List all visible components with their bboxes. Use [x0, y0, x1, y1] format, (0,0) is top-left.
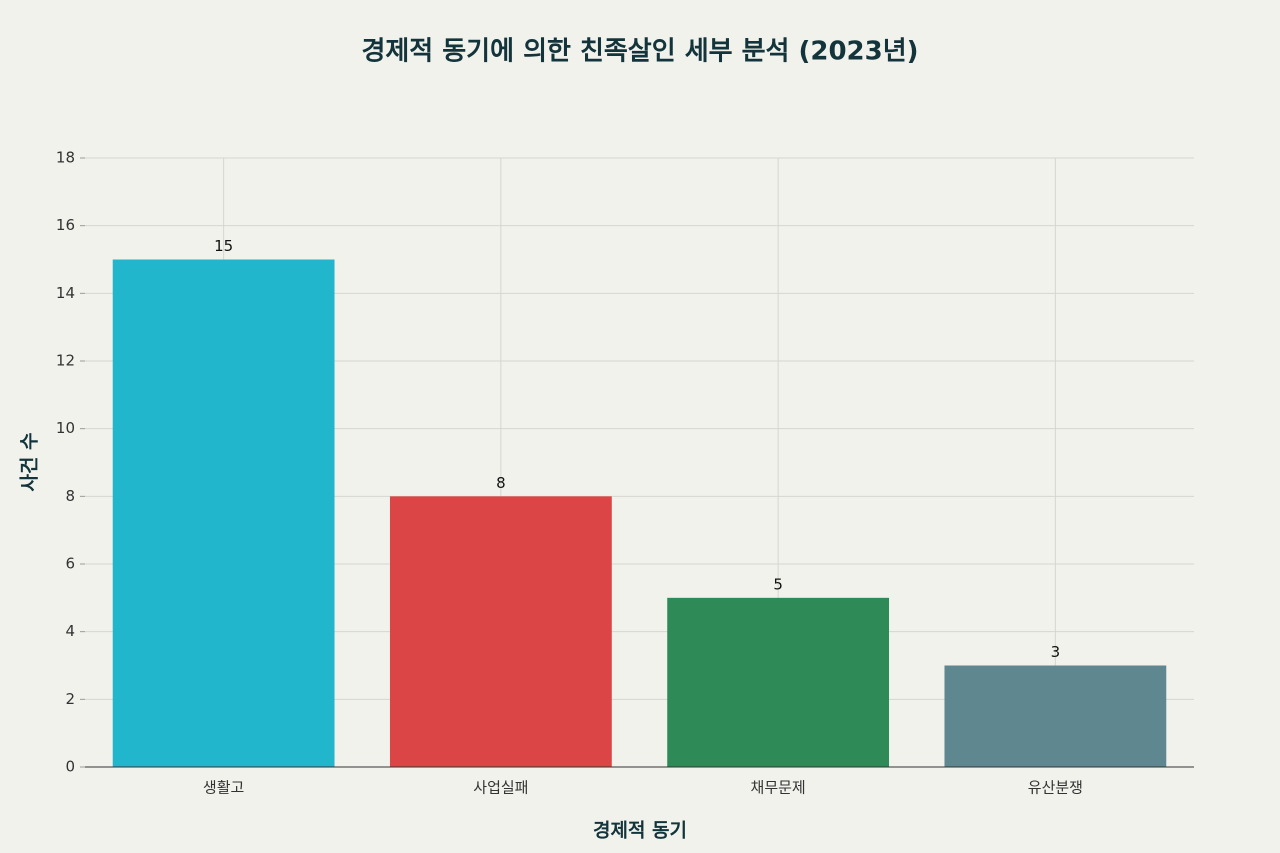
value-label: 8	[496, 474, 506, 492]
y-tick-label: 8	[65, 487, 75, 505]
y-tick-label: 0	[65, 758, 75, 776]
y-tick-label: 2	[65, 690, 75, 708]
x-axis-title: 경제적 동기	[593, 820, 687, 842]
y-tick-label: 4	[65, 622, 75, 640]
y-tick-label: 12	[56, 352, 75, 370]
y-tick-label: 6	[65, 555, 75, 573]
value-label: 15	[214, 237, 233, 255]
y-axis-title: 사건 수	[19, 432, 41, 491]
value-label: 5	[773, 575, 783, 593]
x-tick-label: 채무문제	[751, 779, 806, 797]
x-tick-label: 사업실패	[473, 779, 528, 797]
y-tick-label: 16	[56, 216, 75, 234]
bar	[944, 665, 1167, 767]
y-tick-label: 14	[56, 284, 75, 302]
y-tick-label: 18	[56, 149, 75, 167]
bar	[112, 259, 335, 767]
value-label: 3	[1051, 643, 1061, 661]
bar	[389, 496, 612, 767]
chart-title: 경제적 동기에 의한 친족살인 세부 분석 (2023년)	[361, 37, 918, 67]
x-tick-label: 생활고	[203, 779, 244, 797]
x-tick-label: 유산분쟁	[1028, 779, 1083, 797]
bar	[667, 597, 890, 767]
y-tick-label: 10	[56, 419, 75, 437]
